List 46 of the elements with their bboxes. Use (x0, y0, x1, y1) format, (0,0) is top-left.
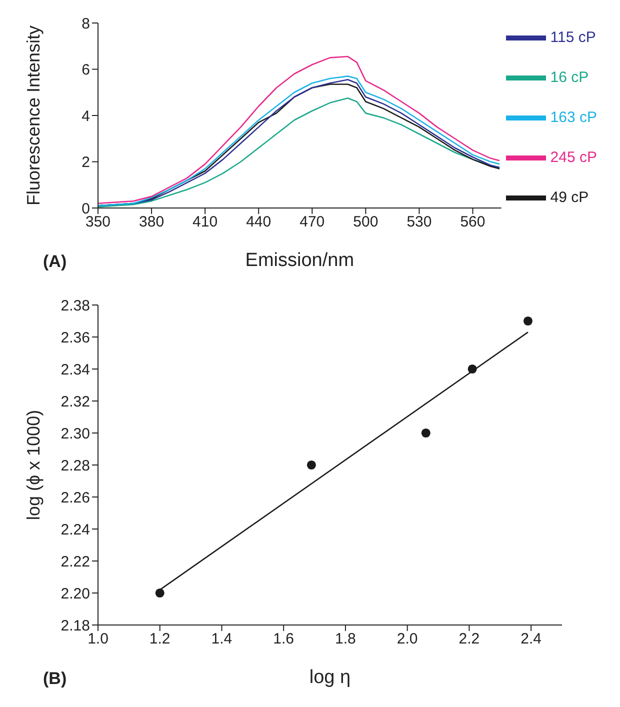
x-tick-label: 440 (246, 214, 272, 231)
x-tick-label: 530 (406, 214, 432, 231)
legend-label: 115 cP (550, 28, 596, 46)
y-tick-label: 2.22 (60, 553, 90, 570)
point (523, 316, 532, 326)
y-tick-label: 2.32 (60, 393, 90, 410)
y-tick-label: 2.20 (60, 585, 90, 602)
y-tick-label: 2.38 (60, 297, 90, 314)
point (421, 428, 430, 438)
legend-label: 16 cP (550, 68, 589, 86)
point (306, 460, 316, 470)
x-tick-label: 2.2 (458, 630, 480, 648)
y-tick-label: 2.24 (60, 521, 90, 538)
point (155, 588, 164, 598)
y-tick-label: 8 (82, 15, 90, 32)
x-tick-label: 1.6 (273, 630, 294, 648)
y-tick-label: 6 (82, 62, 90, 79)
x-tick-label: 470 (300, 214, 325, 231)
y-tick-label: 2.36 (60, 329, 90, 346)
x-tick-label: 560 (460, 214, 486, 231)
x-tick-label: 2.0 (396, 630, 418, 648)
y-tick-label: 2 (82, 154, 90, 172)
x-tick-label: 1.8 (335, 630, 356, 648)
x-tick-label: 1.4 (211, 630, 232, 648)
x-tick-label: 1.2 (149, 630, 170, 648)
x-tick-label: 2.4 (520, 630, 542, 648)
legend-label: 49 cP (550, 188, 589, 206)
y-tick-label: 2.28 (60, 457, 90, 474)
x-tick-label: 1.0 (88, 630, 108, 648)
x-tick-label: 500 (353, 214, 378, 231)
y-axis-title: log (ϕ x 1000) (23, 410, 44, 520)
text: (A) (43, 252, 67, 272)
text: (B) (43, 669, 67, 689)
y-tick-label: 2.30 (60, 425, 90, 442)
y-axis-title: Fluorescence Intensity (23, 25, 44, 206)
x-tick-label: 380 (139, 214, 164, 231)
point (468, 364, 477, 374)
y-tick-label: 2.34 (60, 361, 90, 378)
x-axis-title: log η (309, 667, 351, 688)
legend-label: 245 cP (550, 148, 597, 166)
y-tick-label: 2.18 (60, 617, 90, 634)
x-axis-title: Emission/nm (245, 250, 354, 271)
y-tick-label: 4 (82, 108, 90, 125)
x-tick-label: 410 (192, 214, 218, 231)
y-tick-label: 2.26 (60, 489, 90, 506)
legend-label: 163 cP (550, 108, 597, 126)
